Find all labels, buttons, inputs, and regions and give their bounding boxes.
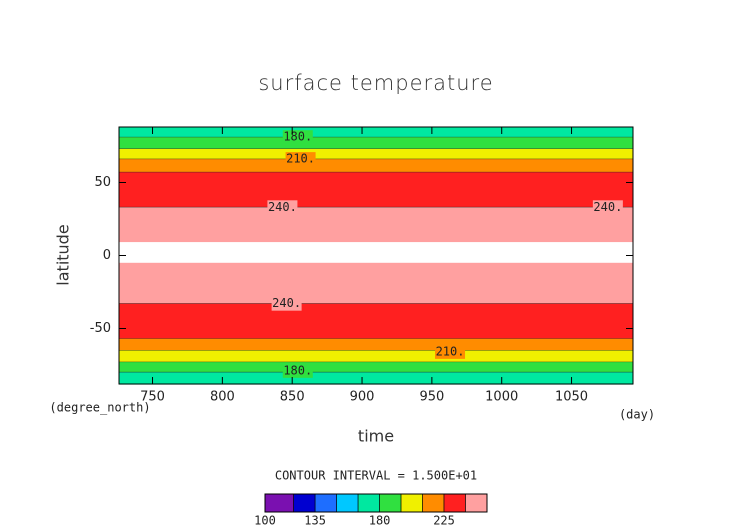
- x-tick-label: 900: [350, 390, 375, 405]
- shaded-band: [119, 159, 633, 173]
- y-unit: (degree_north): [49, 401, 150, 415]
- colorbar-box: [293, 493, 316, 513]
- shaded-band: [119, 127, 633, 138]
- chart-title: surface temperature: [258, 71, 493, 95]
- colorbar-box: [264, 493, 294, 513]
- x-tick-label: 750: [140, 390, 165, 405]
- colorbar-box: [314, 493, 337, 513]
- contour-label-bg: [267, 200, 298, 215]
- colorbar-tick-label: 225: [433, 514, 455, 528]
- contour-label-bg: [435, 344, 466, 359]
- x-axis-label: time: [358, 427, 394, 446]
- shaded-band: [119, 303, 633, 340]
- shaded-band: [119, 207, 633, 243]
- x-unit: (day): [619, 408, 655, 422]
- contour-label: 240.: [268, 200, 297, 214]
- contour-label: 240.: [272, 296, 301, 310]
- contour-label-bg: [285, 152, 316, 167]
- x-tick-label: 950: [419, 390, 444, 405]
- contour-label: 180.: [283, 363, 312, 377]
- colorbar-tick-label: 135: [304, 514, 326, 528]
- contour-label-bg: [592, 200, 623, 215]
- contour-label: 210.: [436, 344, 465, 358]
- y-tick-label: -50: [90, 321, 111, 336]
- contour-label: 210.: [286, 152, 315, 166]
- shaded-band: [119, 172, 633, 208]
- shaded-band: [119, 262, 633, 305]
- annotation: CONTOUR INTERVAL = 1.500E+01: [275, 469, 477, 483]
- colorbar-box: [379, 493, 402, 513]
- colorbar-box: [465, 493, 488, 513]
- shaded-band: [119, 362, 633, 373]
- colorbar-box: [443, 493, 466, 513]
- colorbar-tick-label: 180: [369, 514, 391, 528]
- y-axis-label: latitude: [54, 224, 73, 285]
- y-tick-label: 50: [94, 175, 111, 190]
- y-tick-label: 0: [103, 248, 111, 263]
- x-tick-label: 1050: [555, 390, 588, 405]
- x-tick-label: 850: [280, 390, 305, 405]
- contour-label-bg: [282, 130, 313, 145]
- contour-label-bg: [282, 363, 313, 378]
- colorbar-tick-label: 100: [254, 514, 276, 528]
- contour-label-bg: [271, 296, 302, 311]
- contour-label: 180.: [283, 130, 312, 144]
- contour-label: 240.: [593, 200, 622, 214]
- x-tick-label: 1000: [485, 390, 518, 405]
- shaded-band: [119, 338, 633, 352]
- colorbar-box: [357, 493, 380, 513]
- shaded-band: [119, 137, 633, 150]
- x-tick-label: 800: [210, 390, 235, 405]
- colorbar-box: [422, 493, 445, 513]
- shaded-band: [119, 372, 633, 385]
- shaded-band: [119, 350, 633, 363]
- shaded-band: [119, 148, 633, 160]
- colorbar-box: [400, 493, 423, 513]
- colorbar-box: [336, 493, 359, 513]
- colorbar-frame: [264, 493, 488, 513]
